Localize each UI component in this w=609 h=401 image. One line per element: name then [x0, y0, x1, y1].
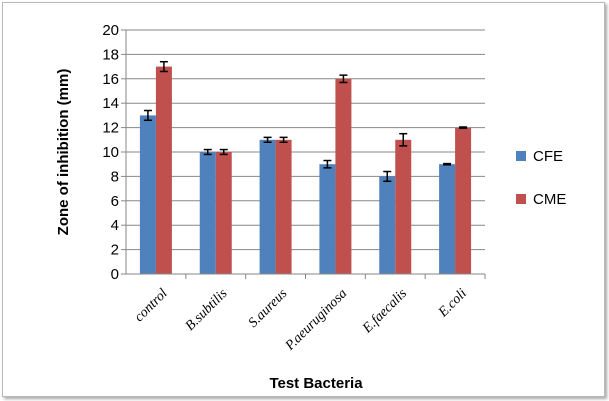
bar-cme-1	[215, 152, 232, 274]
x-category-label: B.subtilis	[183, 286, 231, 334]
bar-cfe-1	[199, 152, 216, 274]
x-category-label: P.aeuruginosa	[282, 286, 350, 354]
legend: CFE CME	[516, 148, 566, 208]
error-bar	[339, 74, 348, 84]
error-bar	[383, 170, 392, 183]
bar-cfe-2	[259, 139, 276, 274]
bar-cme-2	[275, 139, 292, 274]
error-bar	[143, 109, 152, 122]
x-axis-title: Test Bacteria	[269, 375, 363, 392]
bar-cfe-0	[139, 115, 156, 275]
bar-cme-4	[395, 139, 412, 274]
y-tick-label: 20	[102, 22, 119, 39]
y-tick-label: 10	[102, 144, 119, 161]
error-bar	[219, 148, 228, 156]
error-bar	[323, 159, 332, 169]
y-axis-title: Zone of inhibition (mm)	[55, 69, 72, 236]
bar-cfe-4	[379, 176, 396, 274]
gridlines	[121, 29, 486, 279]
x-category-label: E.coli	[435, 286, 470, 321]
y-tick-label: 8	[111, 168, 119, 185]
y-tick-label: 4	[111, 217, 119, 234]
x-category-label: E.faecalis	[359, 286, 410, 337]
legend-label-cme: CME	[533, 191, 566, 208]
error-bar	[263, 136, 272, 143]
y-tick-label: 2	[111, 242, 119, 259]
error-bar	[203, 148, 212, 156]
y-tick-label: 16	[102, 71, 119, 88]
bars	[139, 60, 472, 275]
bar-cme-3	[335, 78, 352, 274]
y-tick-label: 6	[111, 193, 119, 210]
y-tick-label: 18	[102, 46, 119, 63]
chart-frame	[2, 2, 605, 397]
error-bar	[459, 126, 468, 129]
legend-label-cfe: CFE	[533, 148, 563, 165]
x-category-label: control	[132, 286, 171, 325]
error-bar	[443, 162, 452, 166]
error-bar	[159, 60, 168, 73]
error-bar	[399, 132, 408, 147]
bar-cfe-3	[319, 164, 336, 274]
y-tick-labels: 0 2 4 6 8 10 12 14 16 18 20	[102, 22, 119, 283]
bar-cme-0	[155, 66, 172, 274]
x-category-label: S.aureus	[246, 286, 291, 331]
y-tick-label: 0	[111, 266, 119, 283]
error-bar	[279, 136, 288, 143]
bar-cfe-5	[439, 164, 456, 274]
bar-cme-5	[455, 127, 472, 274]
y-tick-label: 12	[102, 120, 119, 137]
y-tick-label: 14	[102, 95, 119, 112]
legend-swatch-cme	[516, 194, 526, 204]
legend-swatch-cfe	[516, 151, 526, 161]
